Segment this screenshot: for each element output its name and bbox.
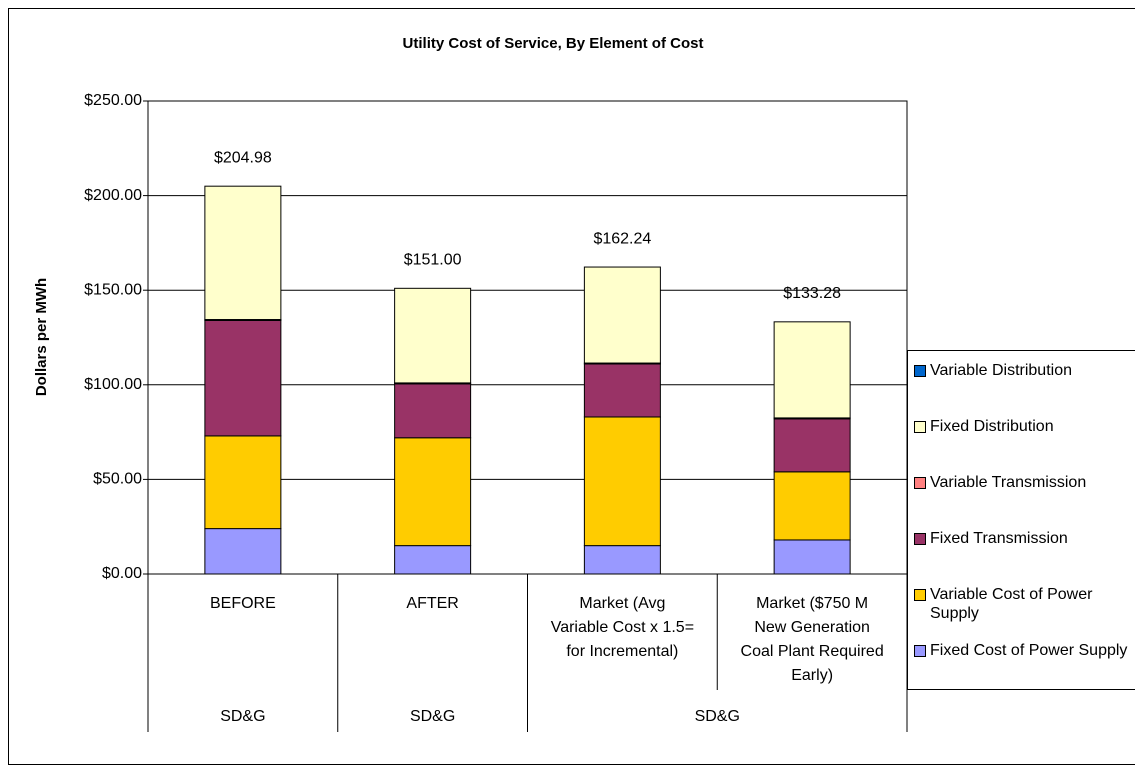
x-tick-label-line: Market ($750 M [756,595,868,612]
legend-item: Variable Distribution [914,361,1135,417]
bar-segment [395,546,471,574]
x-tick-label-line: for Incremental) [566,643,678,660]
x-tick-label-line: Coal Plant Required [741,643,884,660]
chart-title: Utility Cost of Service, By Element of C… [403,35,704,52]
bar-segment [205,186,281,319]
bar-segment [584,417,660,546]
x-tick-label: BEFORE [210,595,276,612]
legend-label: Fixed Distribution [930,417,1135,436]
group-label: SD&G [410,708,455,725]
bar-segment [395,384,471,438]
bar-segment [584,364,660,417]
total-label: $151.00 [404,252,462,269]
legend: Variable Distribution Fixed Distribution V… [907,350,1135,690]
y-tick-label: $100.00 [84,376,142,393]
bar-segment [584,546,660,574]
bar-segment [774,322,850,418]
y-tick-label: $150.00 [84,281,142,298]
legend-swatch [914,477,926,489]
x-tick-label-line: Market (Avg [579,595,665,612]
legend-item: Variable Transmission [914,473,1135,529]
bar-segment [395,288,471,383]
bar-segment [774,419,850,472]
legend-swatch [914,365,926,377]
x-tick-label-line: New Generation [754,619,870,636]
legend-item: Variable Cost of Power Supply [914,585,1135,641]
x-tick-label-line: Early) [791,667,833,684]
bar-segment [584,267,660,363]
bar-segment [205,529,281,574]
legend-label: Variable Distribution [930,361,1135,380]
legend-swatch [914,589,926,601]
x-tick-label-line: BEFORE [210,595,276,612]
legend-swatch [914,645,926,657]
x-tick-label: AFTER [406,595,458,612]
bar-segment [774,540,850,574]
total-label: $162.24 [593,230,651,247]
legend-item: Fixed Transmission [914,529,1135,585]
group-label: SD&G [695,708,740,725]
bar-segment [395,438,471,546]
legend-item: Fixed Distribution [914,417,1135,473]
y-tick-label: $0.00 [102,565,142,582]
bar-segment [774,472,850,540]
y-axis-label: Dollars per MWh [33,278,50,396]
legend-label: Fixed Transmission [930,529,1135,548]
legend-item: Fixed Cost of Power Supply [914,641,1135,697]
bar-segment [205,436,281,529]
x-tick-label-line: AFTER [406,595,458,612]
x-tick-label-line: Variable Cost x 1.5= [551,619,694,636]
total-label: $204.98 [214,149,272,166]
y-tick-label: $50.00 [93,471,142,488]
y-tick-label: $250.00 [84,92,142,109]
group-label: SD&G [220,708,265,725]
legend-label: Variable Transmission [930,473,1135,492]
legend-swatch [914,533,926,545]
total-label: $133.28 [783,285,841,302]
legend-label: Variable Cost of Power Supply [930,585,1135,623]
bar-segment [205,320,281,435]
y-tick-label: $200.00 [84,187,142,204]
legend-label: Fixed Cost of Power Supply [930,641,1135,660]
legend-swatch [914,421,926,433]
